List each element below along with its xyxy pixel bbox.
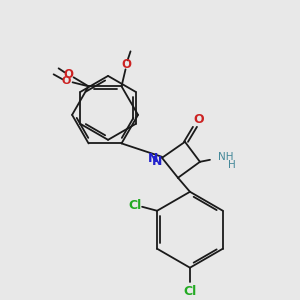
Text: Cl: Cl: [183, 285, 196, 298]
Text: methoxy: methoxy: [33, 68, 64, 74]
Text: O: O: [62, 76, 71, 86]
Text: O: O: [64, 68, 74, 81]
Text: N: N: [152, 155, 162, 168]
Text: O: O: [122, 58, 131, 71]
Text: H: H: [228, 160, 236, 170]
Text: Cl: Cl: [128, 199, 142, 212]
Text: NH: NH: [218, 152, 233, 162]
Text: N: N: [148, 152, 158, 165]
Text: O: O: [194, 113, 204, 126]
Text: methoxy: methoxy: [51, 72, 57, 73]
